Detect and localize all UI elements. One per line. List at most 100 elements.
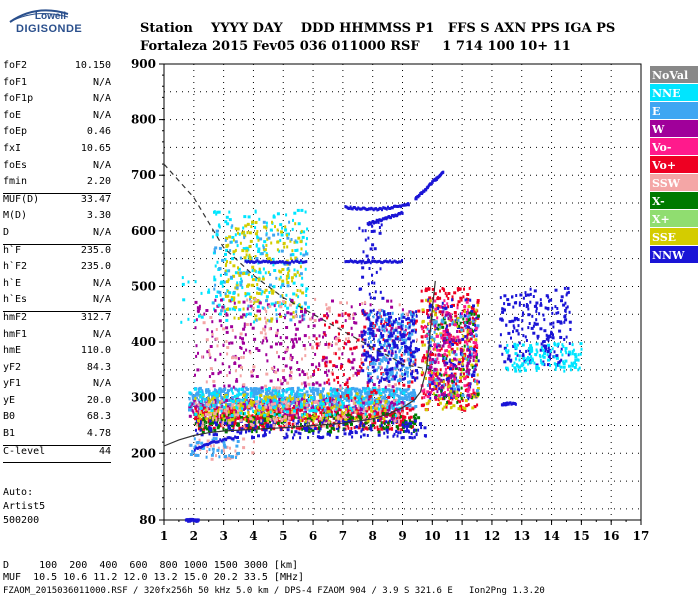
echo-point: [302, 253, 306, 257]
echo-point: [370, 400, 374, 404]
echo-point: [407, 384, 411, 388]
echo-point: [341, 401, 345, 405]
echo-point: [443, 299, 446, 303]
echo-point: [222, 343, 225, 347]
echo-point: [228, 235, 232, 239]
echo-point: [413, 319, 416, 323]
echo-point: [350, 305, 353, 309]
echo-point: [448, 340, 452, 344]
echo-point: [201, 393, 205, 397]
echo-point: [247, 404, 250, 408]
echo-point: [395, 430, 398, 433]
echo-point: [264, 405, 268, 409]
x-tick-label: 8: [369, 529, 377, 543]
echo-point: [299, 432, 302, 436]
echo-point: [321, 358, 324, 362]
echo-point: [245, 249, 249, 253]
parameter-row: h`F2 235.0: [3, 261, 111, 278]
echo-point: [413, 417, 417, 420]
echo-point: [460, 386, 463, 390]
echo-point: [326, 307, 329, 311]
echo-point: [289, 376, 293, 380]
echo-point: [384, 393, 387, 397]
echo-point: [382, 407, 386, 411]
echo-point: [458, 380, 461, 383]
echo-point: [283, 424, 287, 428]
echo-point: [380, 346, 383, 350]
parameter-row: foF2 10.150: [3, 60, 111, 77]
echo-point: [229, 275, 233, 279]
echo-point: [236, 423, 240, 427]
echo-point: [405, 366, 408, 370]
echo-point: [312, 429, 315, 433]
echo-point: [422, 326, 425, 330]
echo-point: [323, 332, 326, 336]
echo-point: [372, 343, 376, 347]
echo-point: [299, 419, 302, 422]
echo-point: [341, 400, 343, 404]
echo-point: [306, 227, 309, 231]
echo-point: [265, 253, 269, 257]
echo-point: [285, 403, 288, 407]
echo-point: [470, 363, 474, 367]
echo-point: [282, 300, 285, 304]
echo-point: [292, 396, 295, 400]
echo-point: [322, 389, 324, 392]
echo-point: [319, 411, 323, 415]
echo-point: [371, 362, 375, 365]
echo-point: [196, 423, 198, 427]
echo-point: [262, 327, 265, 331]
echo-point: [384, 368, 388, 372]
echo-point: [459, 352, 462, 355]
echo-point: [410, 372, 413, 376]
echo-point: [461, 362, 464, 366]
echo-point: [394, 335, 397, 339]
echo-point: [459, 341, 462, 345]
echo-point: [362, 433, 366, 437]
echo-point: [398, 350, 401, 354]
echo-point: [266, 389, 270, 393]
echo-point: [379, 379, 382, 383]
echo-point: [387, 400, 390, 404]
y-tick-label: 400: [131, 335, 156, 349]
echo-point: [321, 387, 325, 391]
echo-point: [290, 338, 294, 342]
echo-point: [341, 391, 345, 395]
echo-point: [290, 390, 294, 394]
echo-point: [280, 233, 284, 237]
echo-point: [369, 394, 372, 398]
echo-point: [263, 240, 267, 244]
echo-point: [344, 311, 347, 315]
echo-point: [366, 390, 370, 394]
echo-point: [227, 413, 230, 417]
echo-point: [242, 383, 246, 387]
echo-point: [284, 225, 287, 229]
echo-point: [406, 411, 409, 415]
echo-point: [389, 419, 391, 423]
echo-point: [462, 295, 465, 299]
echo-point: [460, 326, 463, 330]
echo-point: [281, 369, 285, 373]
echo-point: [249, 394, 252, 398]
echo-point: [275, 388, 278, 392]
echo-point: [367, 354, 370, 358]
echo-point: [389, 403, 393, 407]
echo-point: [312, 421, 315, 425]
echo-point: [467, 403, 470, 407]
echo-point: [224, 272, 228, 276]
echo-point: [447, 366, 449, 370]
echo-point: [259, 331, 263, 335]
echo-point: [285, 405, 289, 409]
echo-point: [378, 325, 381, 329]
echo-point: [352, 386, 355, 390]
echo-point: [430, 304, 433, 308]
echo-point: [321, 416, 324, 420]
echo-point: [417, 428, 420, 432]
echo-point: [407, 403, 411, 407]
echo-point: [359, 287, 363, 291]
echo-point: [375, 322, 378, 326]
parameter-value: 84.3: [86, 361, 111, 373]
echo-point: [409, 392, 412, 395]
echo-point: [261, 306, 264, 310]
echo-point: [315, 342, 319, 346]
